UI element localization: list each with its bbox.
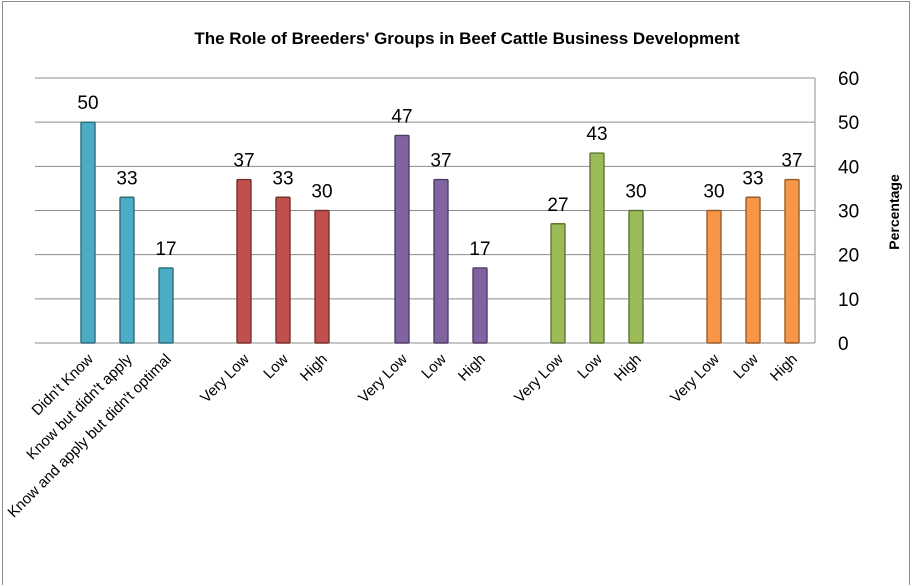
bars — [80, 121, 800, 344]
data-label: 27 — [547, 195, 568, 216]
data-label: 33 — [116, 168, 137, 189]
data-label: 50 — [77, 93, 98, 114]
data-label: 37 — [430, 151, 451, 172]
y-tick-label: 40 — [838, 157, 859, 178]
bar — [433, 178, 449, 344]
data-label: 33 — [272, 168, 293, 189]
bar — [80, 121, 96, 344]
category-label: Very Low — [355, 351, 411, 407]
category-label: Low — [574, 351, 606, 383]
y-tick-label: 20 — [838, 246, 859, 267]
data-label: 43 — [586, 124, 607, 145]
category-label: Very Low — [511, 351, 567, 407]
chart-title: The Role of Breeders' Groups in Beef Cat… — [194, 29, 740, 48]
category-label: Low — [730, 351, 762, 383]
bar — [589, 152, 605, 344]
data-label: 33 — [742, 168, 763, 189]
data-label: 37 — [233, 151, 254, 172]
category-label: High — [767, 351, 801, 385]
bar — [394, 134, 410, 344]
y-axis-label: Percentage — [886, 174, 902, 250]
data-label: 30 — [703, 182, 724, 203]
data-label: 30 — [311, 182, 332, 203]
category-label: Very Low — [667, 351, 723, 407]
category-label: High — [455, 351, 489, 385]
bar — [236, 178, 252, 344]
gridlines — [35, 77, 816, 344]
data-label: 37 — [781, 151, 802, 172]
bar — [119, 196, 135, 344]
bar — [472, 267, 488, 344]
bar — [550, 223, 566, 344]
bar — [784, 178, 800, 344]
category-label: Low — [260, 351, 292, 383]
y-tick-label: 50 — [838, 113, 859, 134]
category-label: Know and apply but didn't optimal — [5, 351, 175, 521]
data-label: 30 — [625, 182, 646, 203]
bar — [314, 209, 330, 344]
bar — [706, 209, 722, 344]
bar — [745, 196, 761, 344]
y-tick-label: 10 — [838, 290, 859, 311]
category-label: High — [297, 351, 331, 385]
y-tick-label: 30 — [838, 202, 859, 223]
data-label: 17 — [155, 239, 176, 260]
category-label: Low — [418, 351, 450, 383]
bar — [158, 267, 174, 344]
bar — [628, 209, 644, 344]
y-tick-label: 0 — [838, 334, 849, 355]
category-label: High — [611, 351, 645, 385]
data-label: 47 — [391, 106, 412, 127]
category-label: Very Low — [197, 351, 253, 407]
data-label: 17 — [469, 239, 490, 260]
y-tick-labels: 0 10 20 30 40 50 60 — [838, 69, 859, 355]
y-tick-label: 60 — [838, 69, 859, 90]
data-labels: 50 33 17 37 33 30 47 37 17 27 43 30 30 33 37 — [77, 93, 802, 260]
bar — [275, 196, 291, 344]
